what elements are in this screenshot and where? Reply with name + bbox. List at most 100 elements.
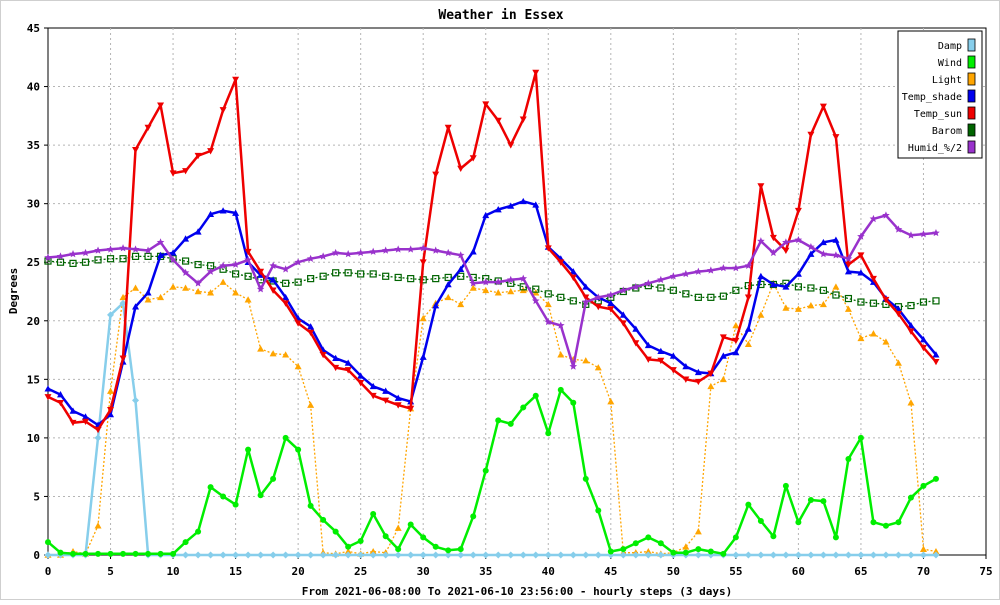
data-point-damp <box>194 551 202 559</box>
data-point-barom <box>232 270 240 278</box>
data-point-light <box>857 334 865 342</box>
data-point-humid-2 <box>794 235 803 244</box>
data-point-barom <box>69 259 77 267</box>
data-point-humid-2 <box>281 265 290 273</box>
data-point-humid-2 <box>269 261 277 269</box>
data-point-humid-2 <box>256 285 265 293</box>
data-point-light <box>607 398 615 405</box>
data-point-light <box>594 364 602 371</box>
data-point-temp-shade <box>282 293 290 301</box>
data-point-humid-2 <box>244 255 252 264</box>
data-point-barom <box>557 293 565 301</box>
data-point-wind <box>420 534 427 541</box>
data-point-damp <box>494 551 502 559</box>
data-point-light <box>869 330 877 337</box>
data-point-damp <box>519 551 527 559</box>
data-point-wind <box>645 534 652 541</box>
data-point-humid-2 <box>481 278 490 286</box>
data-point-damp <box>907 551 915 559</box>
data-point-damp <box>457 551 465 559</box>
data-point-humid-2 <box>907 231 915 239</box>
data-point-barom <box>857 298 865 306</box>
data-point-wind <box>670 549 677 556</box>
data-point-temp-sun <box>569 274 577 281</box>
data-point-humid-2 <box>594 293 603 301</box>
data-point-humid-2 <box>194 279 202 287</box>
data-point-humid-2 <box>894 225 903 233</box>
x-tick-label: 75 <box>979 565 992 578</box>
data-point-temp-shade <box>844 268 852 275</box>
data-point-light <box>307 401 315 408</box>
data-point-barom <box>344 269 352 277</box>
chart-title: Weather in Essex <box>438 8 563 23</box>
data-point-damp <box>394 551 402 559</box>
data-point-humid-2 <box>807 243 815 251</box>
data-point-damp <box>732 551 740 559</box>
data-point-humid-2 <box>556 321 565 329</box>
data-point-damp <box>107 311 115 319</box>
data-point-temp-shade <box>219 207 227 214</box>
data-point-light <box>444 293 452 301</box>
data-point-humid-2 <box>719 264 728 272</box>
data-point-temp-sun <box>307 329 315 336</box>
data-point-wind <box>207 484 214 491</box>
data-point-light <box>369 547 377 555</box>
data-point-wind <box>332 528 339 535</box>
data-point-light <box>94 522 102 529</box>
data-point-temp-shade <box>794 270 802 277</box>
legend-label-temp-shade: Temp_shade <box>902 92 962 103</box>
data-point-light <box>919 545 927 552</box>
data-point-temp-shade <box>644 341 652 349</box>
data-point-temp-sun <box>344 367 352 374</box>
data-point-light <box>507 288 515 295</box>
data-point-humid-2 <box>682 269 690 278</box>
data-point-light <box>544 300 552 308</box>
data-point-humid-2 <box>231 260 240 268</box>
data-point-temp-shade <box>344 359 352 366</box>
data-point-humid-2 <box>431 246 440 254</box>
data-point-wind <box>57 549 64 556</box>
data-point-damp <box>807 551 815 559</box>
data-point-barom <box>357 270 365 278</box>
data-point-damp <box>132 396 140 404</box>
data-point-wind <box>845 455 852 462</box>
data-point-temp-sun <box>707 370 715 377</box>
data-point-wind <box>95 550 102 557</box>
legend-swatch-barom <box>967 123 976 137</box>
data-point-damp <box>844 551 852 559</box>
data-point-temp-shade <box>357 372 365 379</box>
data-point-damp <box>569 551 577 559</box>
data-point-wind <box>295 446 302 453</box>
data-point-temp-shade <box>519 197 527 205</box>
data-point-temp-sun <box>407 405 415 413</box>
data-point-temp-sun <box>719 334 727 341</box>
data-point-wind <box>357 537 364 544</box>
data-point-damp <box>532 551 540 559</box>
data-point-temp-shade <box>194 228 202 235</box>
data-point-humid-2 <box>444 248 453 257</box>
y-tick-label: 0 <box>33 549 40 562</box>
data-point-temp-sun <box>657 357 665 365</box>
data-point-light <box>894 359 902 366</box>
data-point-temp-sun <box>144 124 152 132</box>
data-point-barom <box>919 298 928 306</box>
y-axis-label: Degrees <box>7 268 20 314</box>
data-point-wind <box>695 546 702 553</box>
data-point-humid-2 <box>206 267 215 275</box>
data-point-damp <box>644 551 652 559</box>
axis-ticks: 0 5 10 15 20 25 30 35 40 45 50 55 60 65 70 75 0 5 10 15 20 25… <box>27 22 993 578</box>
data-point-wind <box>895 519 902 526</box>
series-line-temp-sun <box>47 71 937 431</box>
data-point-temp-sun <box>382 397 390 404</box>
x-tick-label: 20 <box>292 565 305 578</box>
data-point-damp <box>919 551 927 559</box>
data-point-temp-shade <box>307 323 315 330</box>
data-point-humid-2 <box>569 362 578 370</box>
data-point-temp-sun <box>832 134 840 141</box>
data-point-light <box>907 399 915 406</box>
data-point-barom <box>181 257 190 265</box>
data-point-temp-sun <box>157 102 165 109</box>
data-point-temp-sun <box>482 101 490 108</box>
data-point-damp <box>769 551 777 559</box>
data-point-temp-shade <box>107 410 115 418</box>
